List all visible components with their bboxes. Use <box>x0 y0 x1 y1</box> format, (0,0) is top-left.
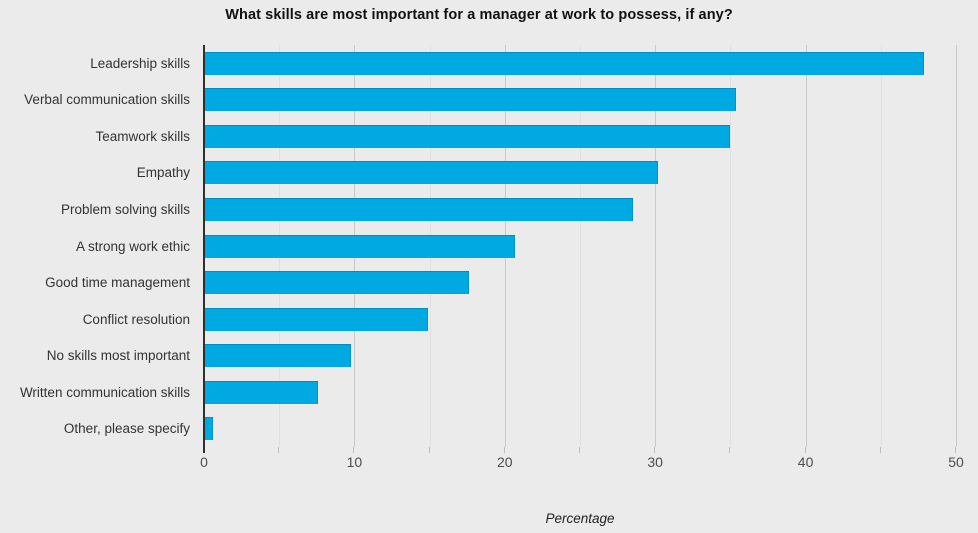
x-tick <box>804 447 806 453</box>
x-tick <box>203 447 205 453</box>
bar <box>204 234 516 258</box>
category-label: Empathy <box>136 165 190 181</box>
bar-row <box>204 82 956 119</box>
x-tick <box>955 447 956 453</box>
x-tick <box>278 447 280 453</box>
bar-row <box>204 228 956 265</box>
bar-row <box>204 264 956 301</box>
gridline <box>956 45 957 447</box>
category-label: Verbal communication skills <box>24 92 190 108</box>
bars-container <box>204 45 956 447</box>
bar <box>204 161 659 185</box>
gridline <box>655 45 657 447</box>
bar-row <box>204 301 956 338</box>
bar <box>204 344 352 368</box>
x-tick <box>654 447 656 453</box>
bar <box>204 197 633 221</box>
gridline <box>580 45 581 447</box>
bar <box>204 307 429 331</box>
x-axis-title: Percentage <box>545 511 615 526</box>
x-tick-label: 0 <box>200 454 208 470</box>
y-axis-line <box>203 45 205 449</box>
category-label: Problem solving skills <box>60 201 190 217</box>
category-label: Good time management <box>45 275 190 291</box>
x-tick-label: 20 <box>497 454 513 470</box>
gridline <box>880 45 882 447</box>
gridline <box>730 45 732 447</box>
category-label: Written communication skills <box>19 384 190 400</box>
bar-row <box>204 45 956 82</box>
x-axis-ticks <box>203 447 956 455</box>
bar-row <box>204 155 956 192</box>
bar <box>204 271 469 295</box>
gridline <box>805 45 807 447</box>
bar <box>204 51 925 75</box>
x-tick <box>503 447 505 453</box>
x-axis-tick-labels: 0 10 20 30 40 50 <box>200 454 964 472</box>
x-tick-label: 10 <box>346 454 363 470</box>
bar <box>204 88 737 112</box>
category-label: A strong work ethic <box>75 238 190 254</box>
x-tick <box>579 447 580 453</box>
bar-row <box>204 118 956 155</box>
x-tick-label: 30 <box>647 454 663 470</box>
x-tick-label: 50 <box>948 454 964 470</box>
bar <box>204 124 731 148</box>
bar-row <box>204 337 956 374</box>
bar-row <box>204 191 956 228</box>
chart-title: What skills are most important for a man… <box>225 7 733 23</box>
x-tick <box>879 447 881 453</box>
category-label: Other, please specify <box>63 421 190 437</box>
x-tick <box>729 447 731 453</box>
bar <box>204 417 214 441</box>
bar-row <box>204 410 956 447</box>
plot-area <box>204 45 957 447</box>
x-tick <box>353 447 355 453</box>
category-label: No skills most important <box>46 348 190 364</box>
y-axis-labels: Leadership skills Verbal communication sk… <box>0 45 197 447</box>
bar <box>204 380 319 404</box>
category-label: Conflict resolution <box>82 311 190 327</box>
category-label: Leadership skills <box>90 55 190 71</box>
bar-row <box>204 374 956 411</box>
category-label: Teamwork skills <box>95 128 190 144</box>
x-tick <box>428 447 430 453</box>
x-tick-label: 40 <box>797 454 814 470</box>
